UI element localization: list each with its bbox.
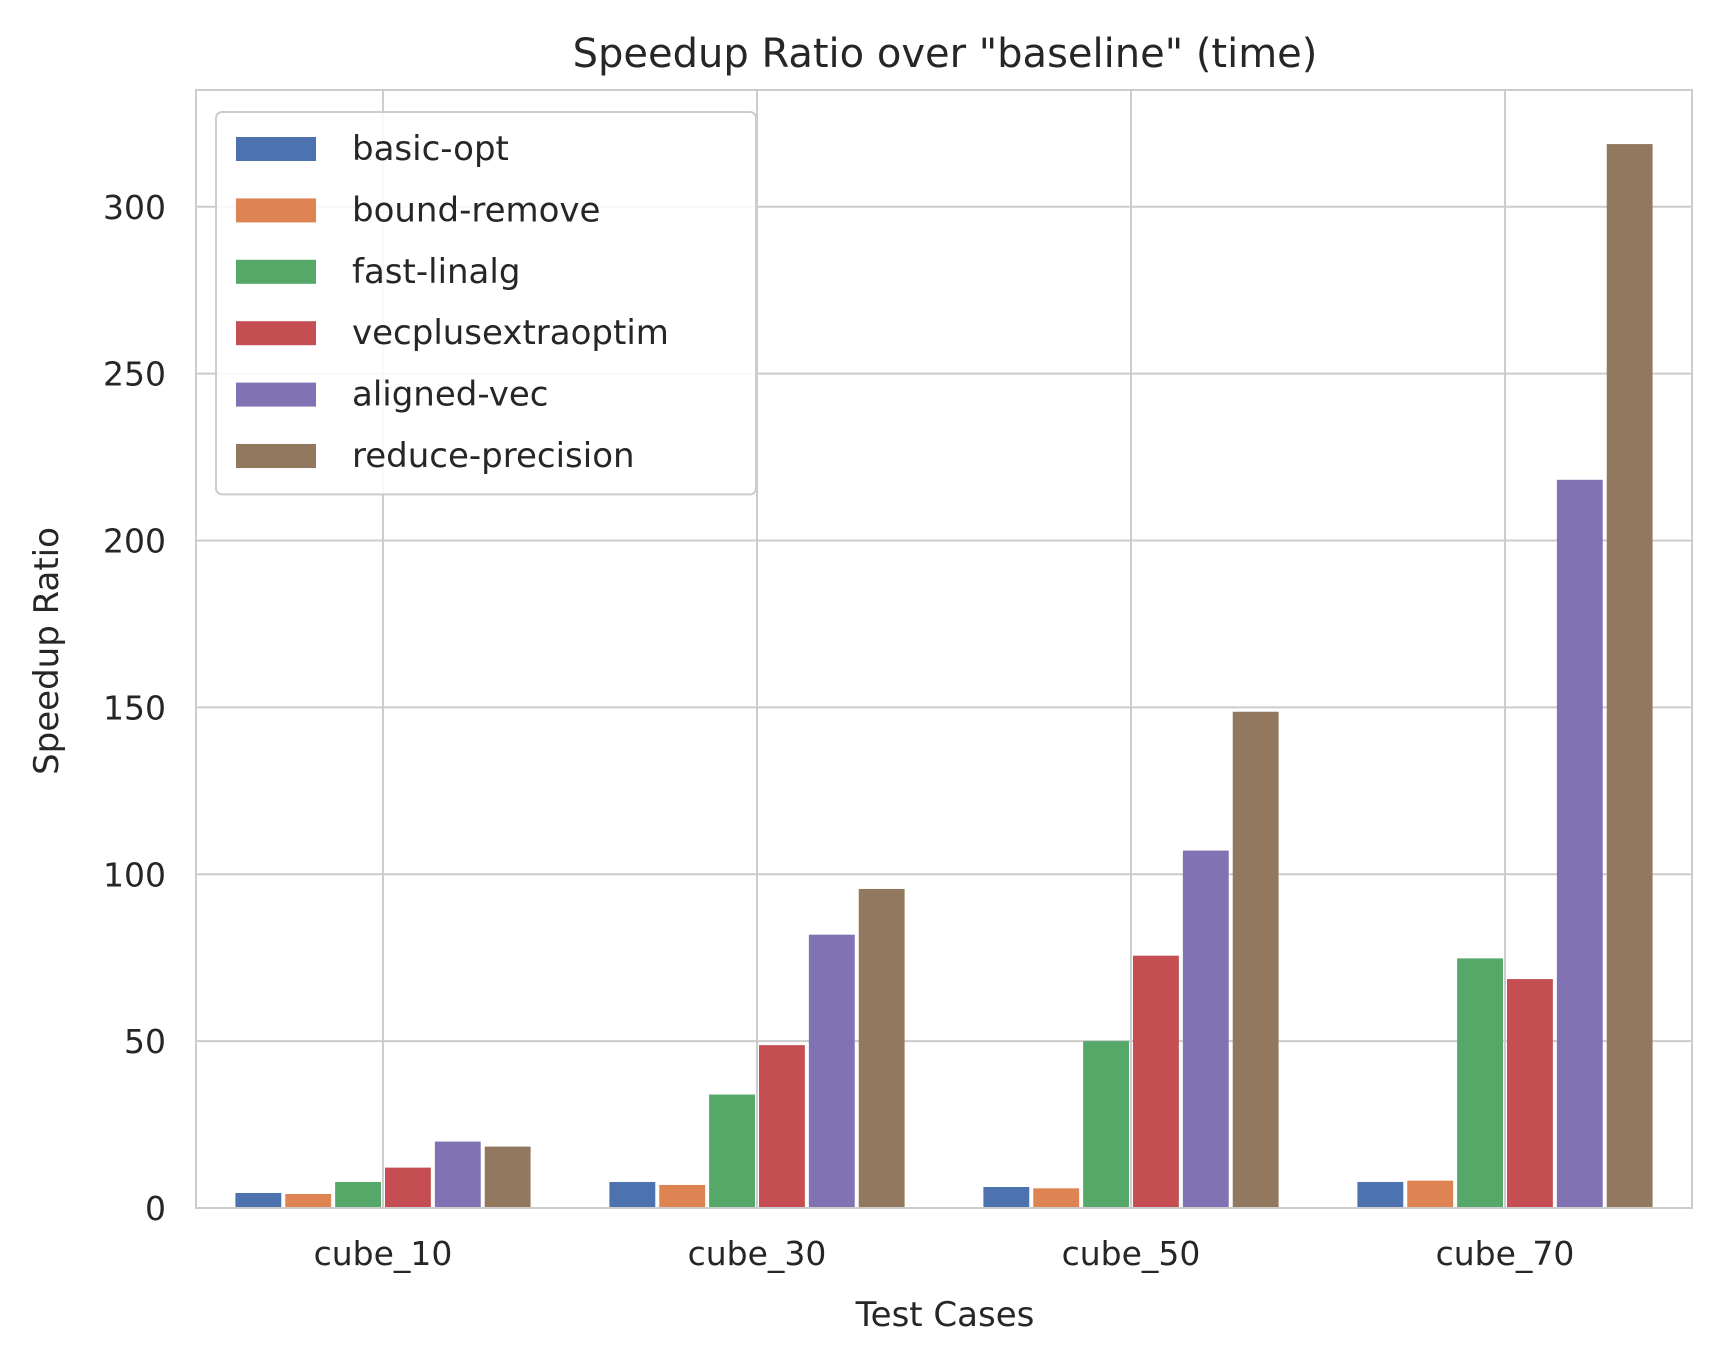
x-tick-labels: cube_10 cube_30 cube_50 cube_70 (314, 1234, 1575, 1273)
y-tick-label: 250 (103, 355, 166, 394)
bar-reduce-precision-cube_30 (858, 888, 905, 1208)
bar-aligned-vec-cube_10 (434, 1141, 481, 1208)
bar-aligned-vec-cube_50 (1182, 850, 1229, 1208)
bar-fast-linalg-cube_70 (1457, 958, 1503, 1208)
y-tick-label: 200 (103, 522, 166, 561)
bar-reduce-precision-cube_10 (484, 1146, 531, 1208)
bar-reduce-precision-cube_50 (1232, 711, 1279, 1208)
bar-vecplusextraoptim-cube_30 (759, 1045, 805, 1208)
bar-fast-linalg-cube_10 (335, 1181, 381, 1208)
y-tick-label: 150 (103, 688, 166, 727)
bar-basic-opt-cube_70 (1357, 1181, 1404, 1208)
legend-label-bound-remove: bound-remove (352, 190, 600, 230)
legend-swatch-aligned-vec (236, 382, 316, 407)
bars (235, 144, 1653, 1209)
y-tick-label: 50 (124, 1022, 166, 1061)
y-tick-label: 300 (103, 188, 166, 227)
legend-swatch-bound-remove (236, 198, 316, 223)
x-tick-label: cube_30 (688, 1234, 827, 1273)
plot-area-frame (195, 89, 1693, 1209)
chart-title: Speedup Ratio over "baseline" (time) (573, 31, 1318, 77)
y-axis-label: Speedup Ratio (27, 527, 67, 775)
bar-bound-remove-cube_30 (659, 1184, 706, 1208)
bar-basic-opt-cube_30 (609, 1181, 656, 1208)
bar-basic-opt-cube_10 (235, 1192, 282, 1208)
legend: basic-opt bound-remove fast-linalg vecpluse… (215, 111, 757, 496)
bar-vecplusextraoptim-cube_50 (1133, 955, 1179, 1208)
x-tick-label: cube_50 (1062, 1234, 1201, 1273)
legend-label-reduce-precision: reduce-precision (352, 436, 635, 476)
legend-box (215, 111, 757, 496)
legend-label-aligned-vec: aligned-vec (352, 375, 548, 415)
x-tick-label: cube_10 (314, 1234, 453, 1273)
bar-bound-remove-cube_50 (1033, 1188, 1080, 1208)
bar-aligned-vec-cube_30 (808, 934, 855, 1208)
bar-bound-remove-cube_70 (1407, 1180, 1454, 1208)
y-tick-label: 100 (103, 855, 166, 894)
x-tick-label: cube_70 (1436, 1234, 1575, 1273)
bar-vecplusextraoptim-cube_10 (385, 1167, 431, 1208)
y-tick-labels: 0 50 100 150 200 250 300 (103, 188, 166, 1228)
legend-label-vecplusextraoptim: vecplusextraoptim (352, 313, 669, 353)
bar-reduce-precision-cube_70 (1606, 144, 1653, 1209)
bar-aligned-vec-cube_70 (1556, 479, 1603, 1208)
legend-swatch-vecplusextraoptim (236, 321, 316, 346)
bar-bound-remove-cube_10 (285, 1193, 332, 1208)
bar-fast-linalg-cube_30 (709, 1094, 755, 1208)
y-tick-label: 0 (145, 1189, 166, 1228)
legend-label-basic-opt: basic-opt (352, 129, 509, 169)
legend-swatch-reduce-precision (236, 444, 316, 468)
bar-vecplusextraoptim-cube_70 (1507, 979, 1553, 1208)
legend-label-fast-linalg: fast-linalg (352, 252, 520, 292)
legend-swatch-basic-opt (236, 137, 316, 161)
bar-basic-opt-cube_50 (983, 1186, 1030, 1208)
x-axis-label: Test Cases (855, 1295, 1035, 1335)
legend-swatch-fast-linalg (236, 259, 316, 284)
bar-fast-linalg-cube_50 (1083, 1041, 1129, 1208)
